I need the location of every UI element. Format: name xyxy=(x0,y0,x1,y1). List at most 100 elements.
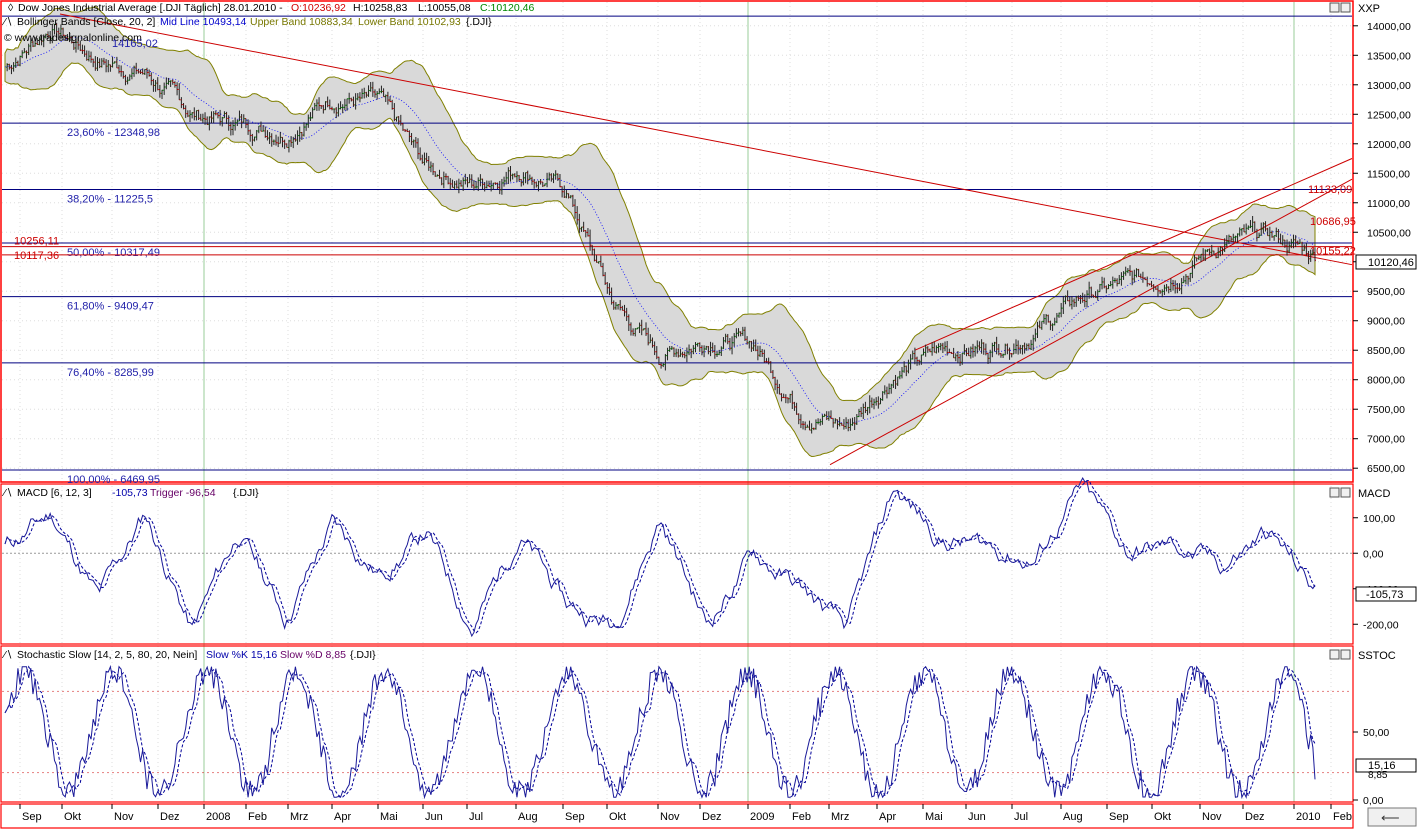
macd-trigger: Trigger -96,54 xyxy=(150,487,216,499)
fib-label: 76,40% - 8285,99 xyxy=(67,367,154,379)
macd-label: MACD [6, 12, 3] xyxy=(17,487,92,499)
ohlc-low: L:10055,08 xyxy=(418,2,471,14)
bollinger-mid-line xyxy=(4,37,1316,424)
macd-tick-label: 0,00 xyxy=(1363,548,1384,560)
time-tick-label: Nov xyxy=(1202,811,1222,823)
time-axis-border xyxy=(0,803,1354,829)
stoch-axis: 50,00 0,00 xyxy=(1353,727,1389,807)
stoch-k: Slow %K 15,16 xyxy=(206,649,277,661)
stoch-icon: ⁄∖ xyxy=(1,649,12,661)
price-tick-label: 13000,00 xyxy=(1367,80,1411,92)
stoch-d-line xyxy=(4,665,1316,799)
time-tick-label: Mai xyxy=(380,811,398,823)
time-tick-label: Aug xyxy=(518,811,538,823)
time-tick-label: Apr xyxy=(879,811,896,823)
macd-value: -105,73 xyxy=(112,487,148,499)
stoch-close-button[interactable] xyxy=(1340,649,1351,660)
macd-last-box xyxy=(1355,586,1417,602)
scroll-to-end-button[interactable] xyxy=(1367,807,1417,827)
stoch-last-box xyxy=(1355,758,1417,773)
macd-line xyxy=(4,476,1316,638)
bb-symbol: {.DJI} xyxy=(466,16,492,28)
red-value-label: 10256,11 xyxy=(14,236,59,248)
stoch-pane-border xyxy=(0,645,1354,803)
price-tick-label: 11500,00 xyxy=(1367,168,1410,180)
time-tick-label: Nov xyxy=(114,811,134,823)
price-pane[interactable]: 23,60% - 12348,98 38,20% - 11225,5 50,00% … xyxy=(0,0,1417,486)
price-tick-label: 11000,00 xyxy=(1367,198,1410,210)
macd-trigger-line xyxy=(4,479,1316,634)
stoch-last-d-value: 8,85 xyxy=(1368,770,1388,781)
price-axis: 6500,00 7000,00 7500,00 8000,00 8500,00 9000,… xyxy=(1353,21,1411,475)
trend-lines: 10256,11 10117,36 11133,09 10686,95 10155,22 xyxy=(2,13,1356,466)
time-tick-label: Okt xyxy=(1154,811,1171,823)
bb-icon: ⁄∖ xyxy=(1,16,12,28)
macd-icon: ⁄∖ xyxy=(1,487,12,499)
price-title-icon: ◊ xyxy=(8,2,14,14)
red-value-label: 10686,95 xyxy=(1310,216,1356,228)
ohlc-high: H:10258,83 xyxy=(353,2,407,14)
channel-lower-line xyxy=(829,178,1353,466)
fib-label: 100,00% - 6469,95 xyxy=(67,474,160,486)
price-tick-label: 6500,00 xyxy=(1367,463,1405,475)
macd-pane-label: MACD xyxy=(1358,488,1390,500)
stoch-lines xyxy=(2,664,1352,800)
bb-upper: Upper Band 10883,34 xyxy=(250,16,353,28)
close-pane-button[interactable] xyxy=(1340,2,1351,13)
price-tick-label: 8500,00 xyxy=(1367,345,1405,357)
price-tick-label: 12500,00 xyxy=(1367,109,1411,121)
watermark: © www.tradesignalonline.com xyxy=(4,32,142,44)
macd-symbol: {.DJI} xyxy=(233,487,259,499)
stoch-symbol: {.DJI} xyxy=(350,649,376,661)
red-value-label: 10117,36 xyxy=(14,250,59,262)
time-tick-label: Dez xyxy=(160,811,180,823)
red-value-label: 10155,22 xyxy=(1310,246,1356,258)
maximize-pane-button[interactable] xyxy=(1329,2,1340,13)
stoch-pane[interactable]: 50,00 0,00 ⁄∖ Stochastic Slow [14, 2, 5, … xyxy=(0,645,1417,807)
macd-close-button[interactable] xyxy=(1340,487,1351,498)
price-tick-label: 8000,00 xyxy=(1367,375,1405,387)
bb-lower: Lower Band 10102,93 xyxy=(358,16,461,28)
price-pane-label: XXP xyxy=(1358,3,1380,15)
bb-label: Bollinger Bands [Close, 20, 2] xyxy=(17,16,155,28)
macd-pane[interactable]: 100,000,00-100,00-200,00 ⁄∖ MACD [6, 12,… xyxy=(0,476,1417,645)
last-price-box xyxy=(1355,254,1417,270)
time-tick-label: Jul xyxy=(469,811,483,823)
time-tick-label: Sep xyxy=(565,811,585,823)
stoch-k-line xyxy=(4,664,1316,800)
time-tick-label: Aug xyxy=(1063,811,1083,823)
time-axis: Sep Okt Nov Dez 2008 Feb Mrz Apr Mai Jun Jul Aug Sep… xyxy=(0,803,1417,829)
macd-tick-label: 100,00 xyxy=(1363,513,1395,525)
time-tick-label: Dez xyxy=(702,811,722,823)
time-tick-label: Apr xyxy=(334,811,351,823)
macd-pane-border xyxy=(0,483,1354,645)
price-tick-label: 7500,00 xyxy=(1367,404,1405,416)
stoch-tick-label: 0,00 xyxy=(1363,795,1384,807)
time-tick-label: 2010 xyxy=(1296,811,1320,823)
bb-mid: Mid Line 10493,14 xyxy=(160,16,247,28)
stoch-d: Slow %D 8,85 xyxy=(280,649,346,661)
stoch-tick-label: 50,00 xyxy=(1363,727,1389,739)
stoch-label: Stochastic Slow [14, 2, 5, 80, 20, Nein] xyxy=(17,649,197,661)
time-tick-label: Jul xyxy=(1014,811,1028,823)
stoch-maximize-button[interactable] xyxy=(1329,649,1340,660)
time-tick-label: Mrz xyxy=(290,811,308,823)
time-tick-label: Sep xyxy=(1109,811,1129,823)
arrow-return-icon: ⟵ xyxy=(1381,810,1400,825)
macd-maximize-button[interactable] xyxy=(1329,487,1340,498)
fib-top-label: 14165,02 xyxy=(112,38,158,50)
time-tick-label: 2008 xyxy=(206,811,230,823)
price-tick-label: 7000,00 xyxy=(1367,434,1405,446)
time-tick-label: Feb xyxy=(792,811,811,823)
time-tick-label: Sep xyxy=(22,811,42,823)
fib-label: 23,60% - 12348,98 xyxy=(67,127,160,139)
time-tick-label: Jun xyxy=(425,811,443,823)
macd-last-value: -105,73 xyxy=(1366,589,1403,601)
time-tick-label: Nov xyxy=(660,811,680,823)
price-tick-label: 13500,00 xyxy=(1367,50,1411,62)
time-tick-label: Feb xyxy=(1333,811,1352,823)
downtrend-line xyxy=(59,13,1353,266)
time-tick-label: Mrz xyxy=(831,811,849,823)
time-tick-label: Jun xyxy=(968,811,986,823)
